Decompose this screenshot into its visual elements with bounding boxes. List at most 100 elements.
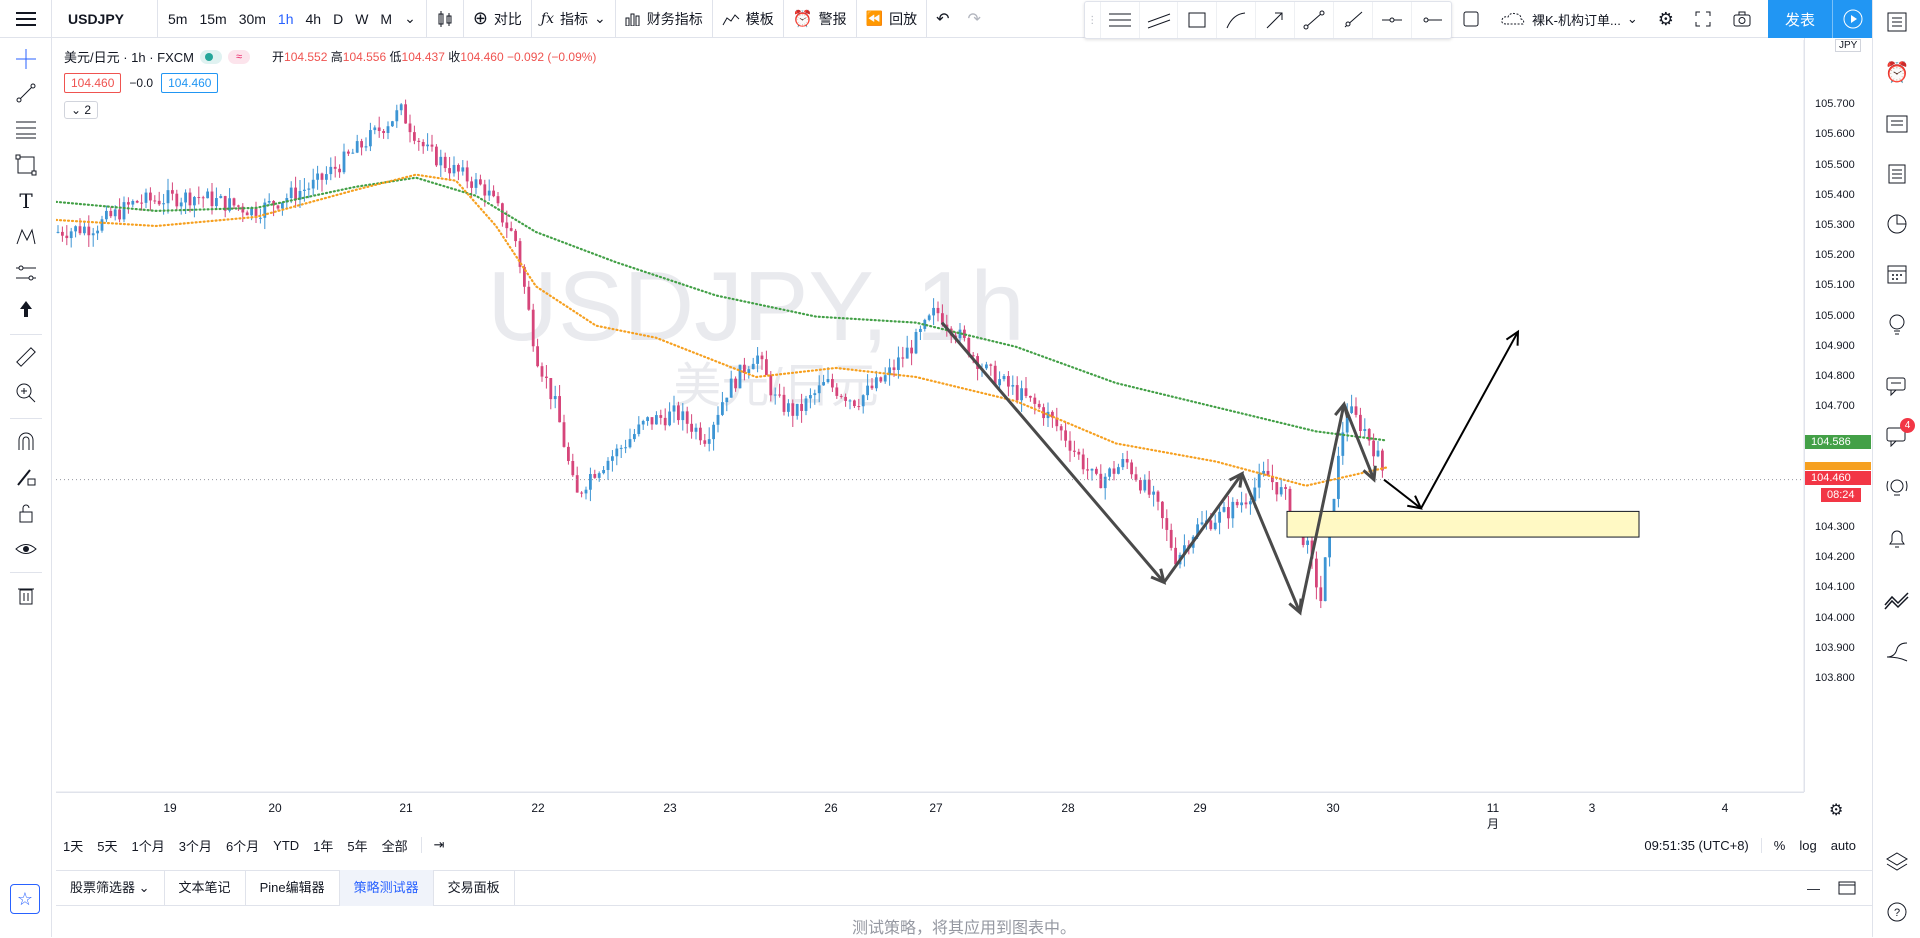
notifications-button[interactable] bbox=[1881, 522, 1913, 554]
horizontal-line-tool[interactable] bbox=[1412, 2, 1451, 38]
up-arrow-2[interactable] bbox=[1298, 403, 1346, 613]
play-icon[interactable] bbox=[1832, 0, 1872, 38]
replay-button[interactable]: ⏪ 回放 bbox=[857, 0, 928, 38]
range-ytd[interactable]: YTD bbox=[273, 837, 300, 853]
sell-button[interactable]: 104.460 bbox=[64, 73, 122, 93]
timeframe-5m[interactable]: 5m bbox=[168, 10, 188, 27]
streams-button[interactable] bbox=[1881, 370, 1913, 402]
down-arrow-2[interactable] bbox=[1240, 473, 1302, 614]
text-tool[interactable]: T bbox=[10, 186, 42, 216]
favorites-star-button[interactable]: ☆ bbox=[10, 884, 40, 914]
buy-button[interactable]: 104.460 bbox=[161, 73, 219, 93]
horizontal-lines-tool[interactable] bbox=[1101, 2, 1140, 38]
percent-toggle[interactable]: % bbox=[1773, 837, 1786, 853]
projection-arrow-up[interactable] bbox=[1420, 331, 1519, 509]
settings-button[interactable]: ⚙ bbox=[1648, 0, 1684, 38]
compare-button[interactable]: ⊕ 对比 bbox=[464, 0, 532, 38]
layers-button[interactable] bbox=[1881, 846, 1913, 878]
demand-zone-rectangle[interactable] bbox=[1286, 510, 1640, 538]
goto-date-icon[interactable]: ⇥ bbox=[420, 837, 452, 853]
parallel-channel-tool[interactable] bbox=[1140, 2, 1179, 38]
timeframe-d[interactable]: D bbox=[333, 10, 344, 27]
trend-line-tool[interactable] bbox=[1295, 2, 1335, 38]
timeframe-15m[interactable]: 15m bbox=[199, 10, 227, 27]
range-1y[interactable]: 1年 bbox=[313, 838, 334, 854]
snapshot-button[interactable] bbox=[1722, 0, 1762, 38]
ideas-button[interactable] bbox=[1881, 308, 1913, 340]
range-3m[interactable]: 3个月 bbox=[178, 838, 212, 854]
fullscreen-layout-button[interactable] bbox=[1452, 0, 1490, 38]
prediction-tool[interactable] bbox=[10, 258, 42, 288]
remove-drawings-tool[interactable] bbox=[10, 580, 42, 610]
fib-tool[interactable] bbox=[10, 114, 42, 144]
tab-pine-editor[interactable]: Pine编辑器 bbox=[246, 870, 340, 906]
magnet-tool[interactable] bbox=[10, 426, 42, 456]
crosshair-tool[interactable] bbox=[10, 44, 42, 74]
lock-tool[interactable] bbox=[10, 498, 42, 528]
fullscreen-button[interactable] bbox=[1684, 0, 1722, 38]
range-6m[interactable]: 6个月 bbox=[225, 838, 260, 854]
watchlist-button[interactable] bbox=[1881, 6, 1913, 38]
templates-button[interactable]: 模板 bbox=[713, 0, 784, 38]
timeframe-1h[interactable]: 1h bbox=[277, 10, 294, 27]
range-all[interactable]: 全部 bbox=[381, 838, 408, 854]
calendar-button[interactable] bbox=[1881, 258, 1913, 290]
curve-tool[interactable] bbox=[1217, 2, 1257, 38]
symbol-search[interactable]: USDJPY bbox=[52, 0, 158, 38]
price-chart[interactable]: USDJPY, 1h 美元/日元 bbox=[56, 40, 1804, 792]
cursor-arrow-tool[interactable] bbox=[10, 294, 42, 324]
layout-select[interactable]: 裸K-机构订单... ⌄ bbox=[1490, 0, 1648, 38]
undo-button[interactable]: ↶ bbox=[927, 0, 958, 38]
financials-button[interactable]: 财务指标 bbox=[616, 0, 713, 38]
price-axis[interactable]: 105.700 105.600 105.500 105.400 105.300 105.2… bbox=[1804, 38, 1872, 792]
chevron-down-icon[interactable]: ⌄ bbox=[404, 10, 416, 26]
redo-button[interactable]: ↷ bbox=[959, 0, 990, 38]
timeframe-30m[interactable]: 30m bbox=[238, 10, 266, 27]
range-5y[interactable]: 5年 bbox=[347, 838, 368, 854]
timeframe-w[interactable]: W bbox=[355, 10, 369, 27]
trend-line-tool-left[interactable] bbox=[10, 78, 42, 108]
tab-trading-panel[interactable]: 交易面板 bbox=[434, 870, 515, 906]
range-1m[interactable]: 1个月 bbox=[131, 838, 165, 854]
clock[interactable]: 09:51:35 (UTC+8) bbox=[1637, 837, 1762, 853]
auto-toggle[interactable]: auto bbox=[1830, 837, 1856, 853]
approx-toggle[interactable]: ≈ bbox=[228, 49, 251, 64]
projection-arrow-down[interactable] bbox=[1383, 478, 1422, 510]
tab-text-notes[interactable]: 文本笔记 bbox=[165, 870, 246, 906]
minimize-icon[interactable]: — bbox=[1807, 880, 1820, 896]
signals-button[interactable] bbox=[1881, 472, 1913, 504]
down-arrow-3[interactable] bbox=[1342, 403, 1376, 481]
tab-stock-screener[interactable]: 股票筛选器 ⌄ bbox=[56, 870, 165, 906]
indicators-button[interactable]: ƒx 指标 ⌄ bbox=[532, 0, 616, 38]
trend-indicator-button[interactable] bbox=[1881, 584, 1913, 616]
menu-button[interactable] bbox=[0, 0, 52, 38]
maximize-icon[interactable] bbox=[1838, 881, 1856, 895]
timeframe-4h[interactable]: 4h bbox=[305, 10, 322, 27]
down-arrow-1[interactable] bbox=[940, 321, 1166, 584]
alert-button[interactable]: ⏰ 警报 bbox=[784, 0, 857, 38]
hide-drawings-tool[interactable] bbox=[10, 534, 42, 564]
chart-type-button[interactable] bbox=[427, 0, 464, 38]
drag-handle[interactable]: ⋮ bbox=[1085, 2, 1101, 38]
rectangle-tool[interactable] bbox=[1178, 2, 1218, 38]
range-1d[interactable]: 1天 bbox=[63, 838, 84, 854]
indicators-collapse-toggle[interactable]: ⌄ 2 bbox=[64, 101, 99, 119]
time-axis[interactable]: 19 20 21 22 23 26 27 28 29 30 11月 3 4 bbox=[56, 792, 1804, 831]
publish-button[interactable]: 发表 bbox=[1768, 0, 1872, 38]
alerts-button[interactable]: ⏰ bbox=[1881, 56, 1913, 88]
tab-strategy-tester[interactable]: 策略测试器 bbox=[339, 870, 434, 906]
chats-button[interactable]: 4 bbox=[1881, 418, 1915, 452]
horizontal-ray-tool[interactable] bbox=[1373, 2, 1413, 38]
shape-tool[interactable] bbox=[10, 150, 42, 180]
pattern-tool[interactable] bbox=[10, 222, 42, 252]
hotlist-button[interactable] bbox=[1881, 208, 1913, 240]
zoom-tool[interactable] bbox=[10, 378, 42, 408]
help-button[interactable]: ? bbox=[1881, 896, 1913, 928]
ruler-tool[interactable] bbox=[10, 342, 42, 372]
data-window-button[interactable] bbox=[1881, 158, 1913, 190]
scripts-button[interactable] bbox=[1881, 636, 1913, 668]
visibility-toggle[interactable] bbox=[200, 49, 223, 64]
range-5d[interactable]: 5天 bbox=[97, 838, 118, 854]
stay-drawing-tool[interactable] bbox=[10, 462, 42, 492]
news-button[interactable] bbox=[1881, 108, 1913, 140]
